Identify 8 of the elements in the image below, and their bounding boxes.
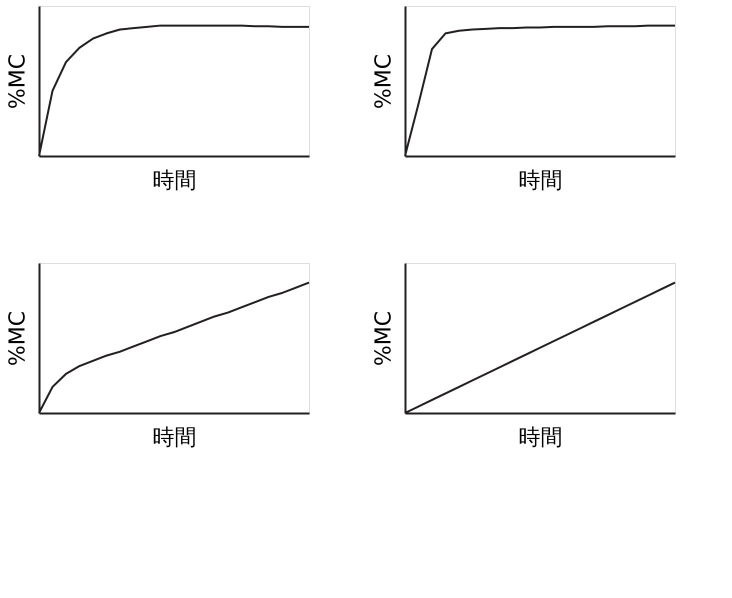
y-axis-title: %MC [6, 310, 30, 366]
y-axis-title: %MC [6, 54, 30, 110]
x-axis-title: 時間 [152, 426, 196, 450]
y-axis-title: %MC [372, 54, 396, 110]
x-axis-title: 時間 [518, 168, 562, 194]
x-axis-title: 時間 [152, 168, 196, 194]
x-axis-title: 時間 [518, 426, 562, 450]
y-axis-title: %MC [372, 310, 396, 366]
